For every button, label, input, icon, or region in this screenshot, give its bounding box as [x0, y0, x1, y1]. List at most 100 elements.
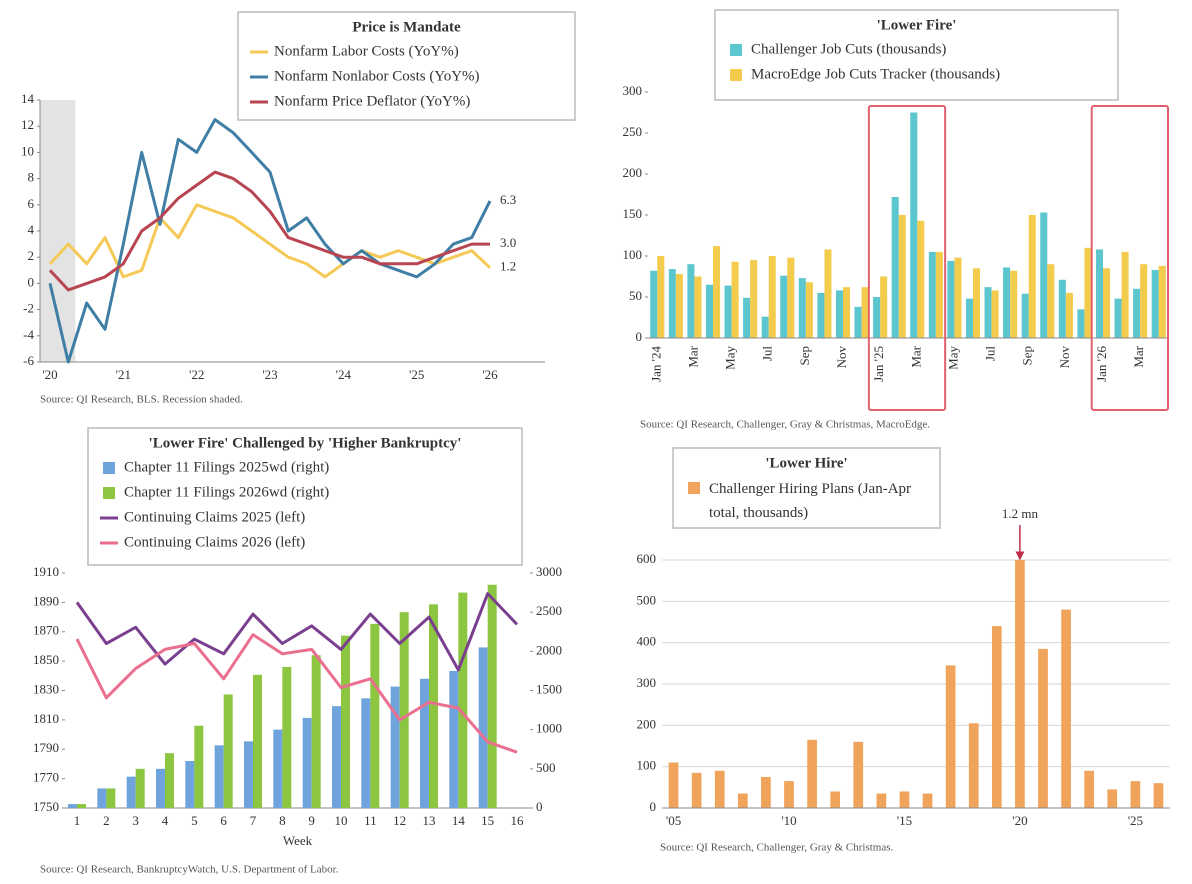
source-note: Source: QI Research, BLS. Recession shad… — [40, 394, 243, 406]
x-tick-label: 6 — [220, 813, 227, 828]
bar — [214, 745, 224, 808]
bar — [1114, 298, 1122, 338]
bar — [917, 220, 925, 338]
bar — [68, 804, 77, 808]
x-tick-label: 12 — [393, 813, 406, 828]
x-tick-label: '10 — [781, 813, 796, 828]
bar — [458, 592, 468, 808]
bar — [194, 725, 204, 808]
bar — [302, 717, 312, 808]
y-tick-label: 10 — [21, 143, 34, 158]
bar — [724, 285, 732, 338]
source-note: Source: QI Research, Challenger, Gray & … — [660, 842, 893, 854]
x-tick-label: Sep — [797, 346, 812, 366]
bar — [954, 257, 962, 338]
y-tick-label: 8 — [28, 170, 35, 185]
source-note: Source: QI Research, BankruptcyWatch, U.… — [40, 864, 339, 876]
x-tick-label: 8 — [279, 813, 286, 828]
legend-label: Nonfarm Labor Costs (YoY%) — [274, 43, 459, 59]
y-tick-label: 1870 — [33, 623, 59, 638]
y-tick-label: 1790 — [33, 740, 59, 755]
bar — [361, 698, 371, 808]
y-tick-label: 0 — [636, 329, 643, 344]
x-tick-label: 3 — [132, 813, 139, 828]
x-tick-label: Sep — [1020, 346, 1035, 366]
bar — [223, 694, 233, 808]
bar — [1003, 267, 1011, 338]
bar — [97, 788, 107, 808]
x-tick-label: '23 — [262, 367, 277, 382]
line — [48, 203, 492, 279]
bar — [1107, 789, 1118, 808]
bar — [899, 791, 910, 808]
bar — [1153, 783, 1164, 808]
bar — [928, 251, 936, 338]
bar — [253, 674, 262, 808]
bar — [761, 777, 771, 808]
bar — [984, 287, 992, 338]
bar — [675, 274, 683, 338]
bar — [487, 584, 497, 808]
x-tick-label: 5 — [191, 813, 198, 828]
bar — [1103, 268, 1111, 338]
bar — [1028, 215, 1036, 338]
bar — [244, 741, 253, 808]
bar — [1077, 309, 1085, 338]
bar — [714, 770, 725, 808]
chart-title: Price is Mandate — [352, 19, 461, 35]
x-tick-label: Jan '25 — [871, 346, 886, 382]
bar — [1047, 264, 1055, 338]
x-tick-label: 10 — [335, 813, 348, 828]
x-tick-label: 2 — [103, 813, 110, 828]
bar — [1151, 269, 1159, 338]
bar — [311, 655, 321, 808]
bar — [965, 298, 973, 338]
x-tick-label: 1 — [74, 813, 81, 828]
legend-label: Chapter 11 Filings 2025wd (right) — [124, 459, 329, 475]
bar — [1095, 249, 1103, 338]
bar — [935, 251, 943, 338]
y-tick-label: 14 — [21, 91, 35, 106]
bar — [650, 270, 658, 338]
bar — [805, 282, 813, 338]
line — [48, 170, 490, 292]
legend-label: Nonfarm Nonlabor Costs (YoY%) — [274, 68, 480, 84]
x-tick-label: '21 — [116, 367, 131, 382]
x-tick-label: 11 — [364, 813, 377, 828]
bar — [156, 768, 165, 808]
x-tick-label: '25 — [409, 367, 424, 382]
bar — [478, 647, 488, 808]
bar — [1058, 279, 1066, 338]
legend-label: MacroEdge Job Cuts Tracker (thousands) — [751, 66, 1000, 82]
legend-swatch — [103, 462, 115, 474]
bar — [713, 246, 721, 338]
legend-label: Nonfarm Price Deflator (YoY%) — [274, 93, 470, 109]
legend-label-box: Challenger Hiring Plans (Jan-Apr total, … — [709, 481, 912, 521]
y-tick-label: 2000 — [536, 642, 562, 657]
legend-label: Challenger Hiring Plans (Jan-Apr total, … — [709, 481, 912, 521]
bar — [1121, 251, 1129, 338]
bar — [973, 268, 981, 338]
y-tick-label: 250 — [623, 124, 643, 139]
bar — [429, 604, 438, 808]
bar — [731, 261, 739, 338]
bar — [332, 706, 341, 808]
bar — [1038, 648, 1048, 808]
x-tick-label: '26 — [482, 367, 498, 382]
x-tick-label: Jan '26 — [1094, 346, 1109, 382]
legend-label: Continuing Claims 2025 (left) — [124, 509, 305, 525]
chart-title: 'Lower Fire' Challenged by 'Higher Bankr… — [149, 435, 462, 451]
x-tick-label: Nov — [1057, 346, 1072, 369]
line — [48, 118, 492, 364]
x-tick-label: '25 — [1128, 813, 1143, 828]
x-tick-label: May — [723, 346, 738, 370]
y-tick-label: 1850 — [33, 652, 59, 667]
bar — [780, 275, 788, 338]
bar — [185, 761, 195, 808]
bars — [650, 112, 1166, 338]
bar — [743, 297, 751, 338]
x-tick-label: 9 — [308, 813, 315, 828]
bar — [1084, 770, 1095, 808]
y-tick-label: 1910 — [33, 564, 59, 579]
bar — [135, 768, 145, 808]
